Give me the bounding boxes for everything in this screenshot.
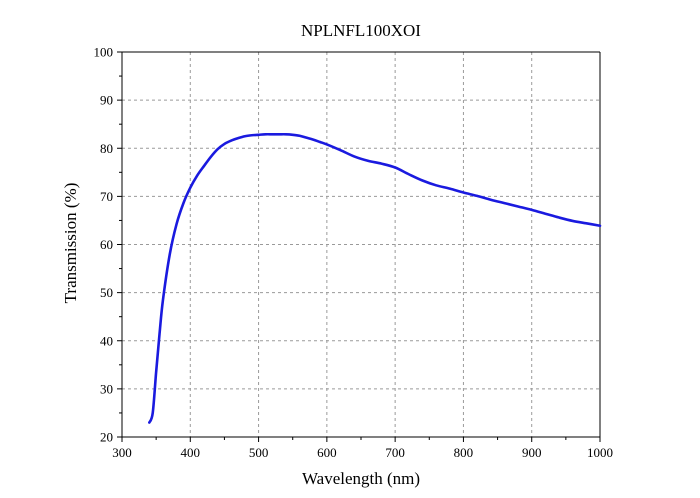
grid-lines [122, 52, 600, 437]
y-tick-label: 100 [94, 45, 114, 60]
y-axis-label: Transmission (%) [61, 183, 80, 304]
y-axis-ticks: 20 30 40 50 60 70 80 90 100 [94, 45, 122, 445]
x-tick-label: 600 [317, 445, 337, 460]
y-tick-label: 30 [100, 381, 113, 396]
x-axis-ticks: 300 400 500 600 700 800 900 1000 [112, 437, 613, 460]
y-tick-label: 80 [100, 141, 113, 156]
x-tick-label: 900 [522, 445, 542, 460]
x-tick-label: 300 [112, 445, 132, 460]
chart-title: NPLNFL100XOI [301, 21, 421, 40]
y-tick-label: 90 [100, 93, 113, 108]
y-tick-label: 60 [100, 237, 113, 252]
x-axis-label: Wavelength (nm) [302, 469, 420, 488]
series-layer [148, 132, 602, 424]
x-tick-label: 400 [181, 445, 201, 460]
y-tick-label: 50 [100, 285, 113, 300]
y-tick-label: 20 [100, 430, 113, 445]
y-tick-label: 40 [100, 333, 113, 348]
axes [121, 51, 601, 438]
x-tick-label: 800 [454, 445, 474, 460]
x-tick-label: 1000 [587, 445, 613, 460]
x-tick-label: 500 [249, 445, 269, 460]
y-tick-label: 70 [100, 189, 113, 204]
transmission-curve [148, 132, 602, 424]
x-tick-label: 700 [385, 445, 405, 460]
